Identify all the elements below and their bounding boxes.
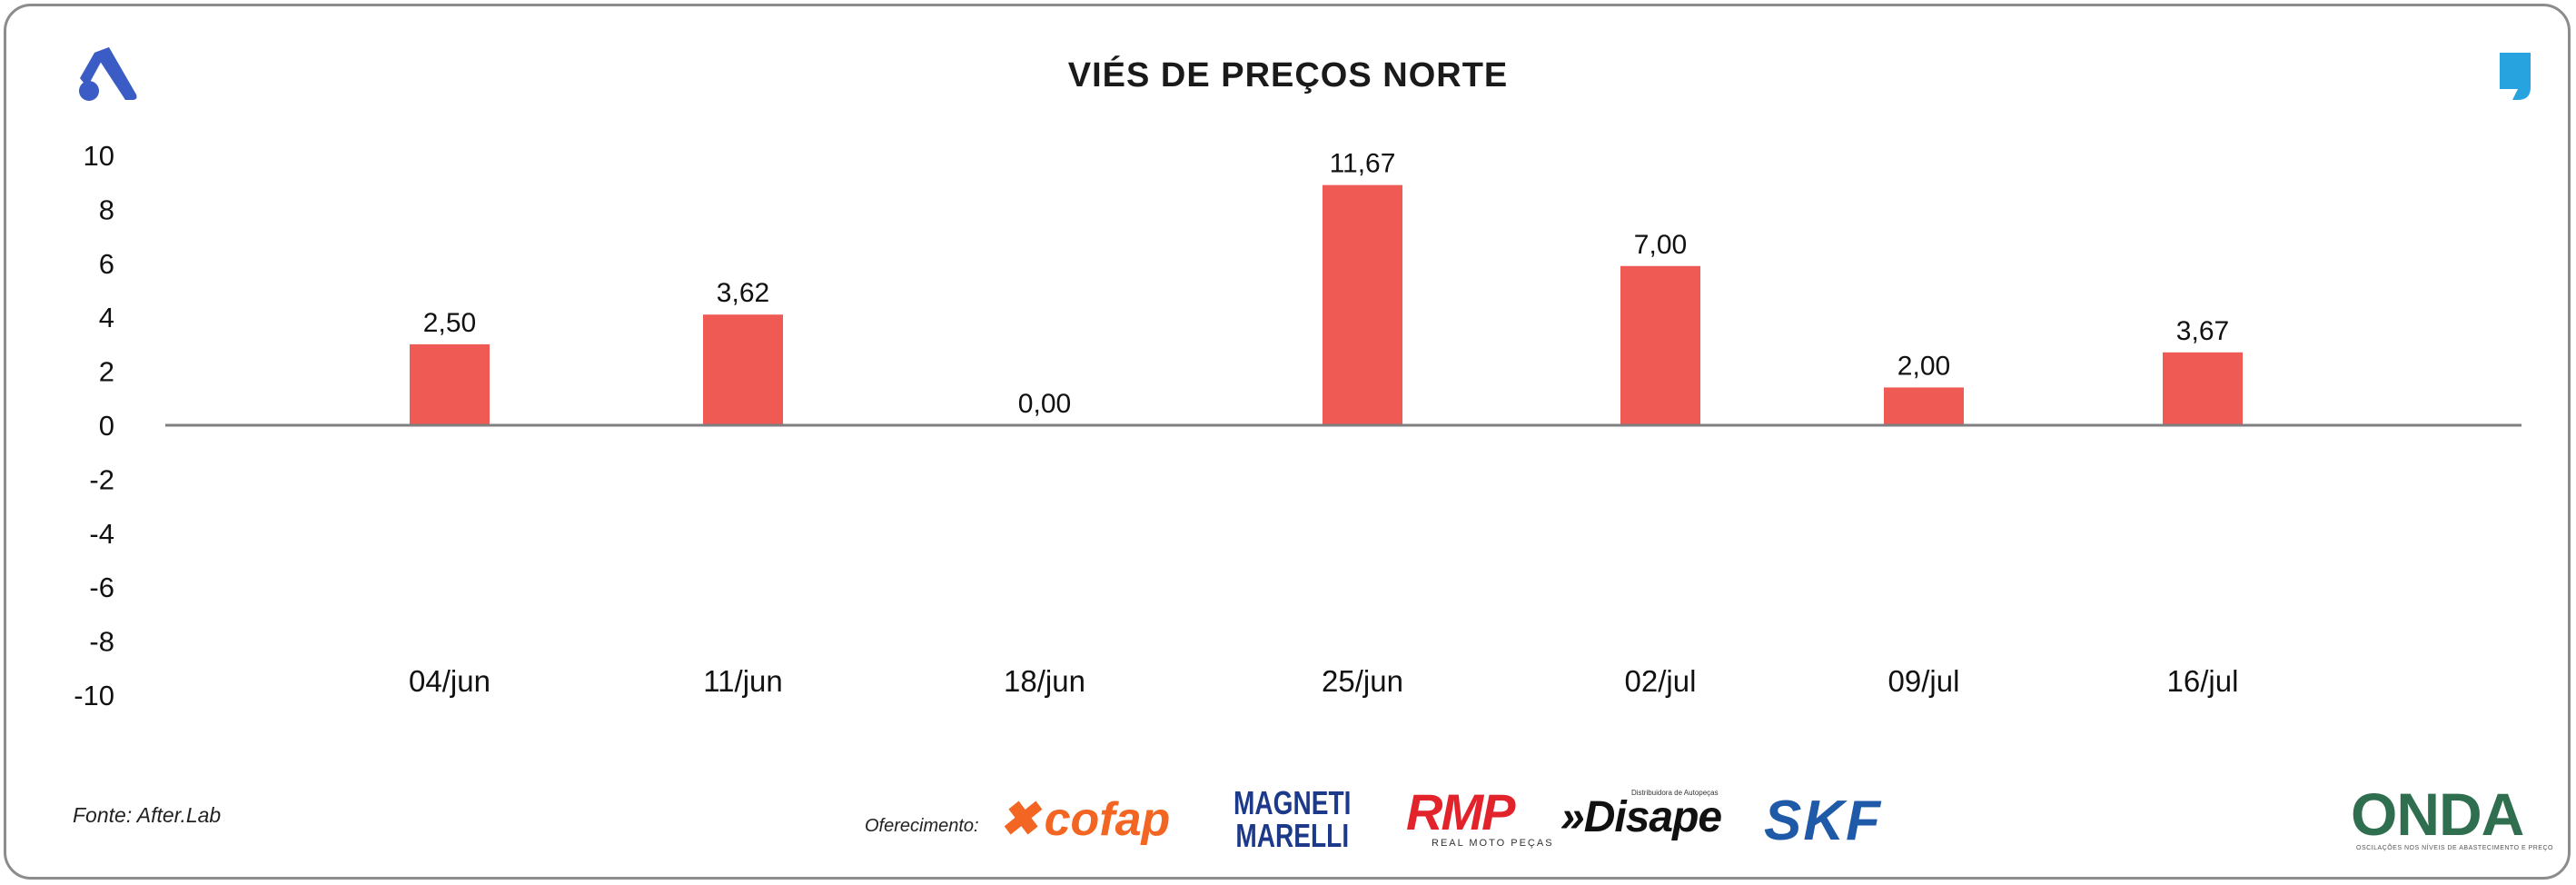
onda-subtitle: OSCILAÇÕES NOS NÍVEIS DE ABASTECIMENTO E… [2356,845,2553,851]
disape-subtitle: Distribuidora de Autopeças [1631,789,1719,797]
data-label: 0,00 [1018,389,1071,419]
y-tick-label: -8 [89,626,114,658]
x-tick-label: 25/jun [1322,664,1403,698]
bars [410,184,2243,426]
cofap-text: cofap [1044,793,1171,846]
y-tick-label: 2 [99,356,114,388]
y-axis-ticks: 10 8 6 4 2 0 -2 -4 -6 -8 -10 [74,140,114,711]
cofap-logo: ✖ cofap [999,792,1170,847]
x-tick-label: 04/jun [409,664,490,698]
data-label: 3,62 [717,278,769,308]
y-tick-label: 6 [99,248,114,280]
disape-text: Disape [1583,793,1722,841]
magneti-marelli-logo: MAGNETI MARELLI [1234,787,1351,852]
brand-a-logo-icon [79,47,137,101]
magneti-text: MAGNETI [1234,784,1352,821]
x-axis-ticks: 04/jun 11/jun 18/jun 25/jun 02/jul 09/jul 16/j… [409,664,2238,698]
cofap-mark-icon: ✖ [999,793,1039,846]
bar [703,314,783,425]
data-label: 3,67 [2176,316,2229,346]
data-label: 11,67 [1330,149,1396,179]
y-tick-label: 4 [99,302,114,333]
data-labels: 2,50 3,62 0,00 11,67 7,00 2,00 3,67 [423,149,2229,419]
rmp-logo: RMP [1406,783,1515,840]
y-tick-label: -6 [89,572,114,603]
y-tick-label: -10 [74,680,114,711]
y-tick-label: 10 [84,140,114,172]
x-tick-label: 11/jun [703,664,782,698]
y-tick-label: -2 [89,463,114,495]
bar [1884,387,1964,425]
sponsor-label: Oferecimento: [865,816,979,836]
disape-logo: »Disape [1560,793,1722,841]
skf-logo: SKF [1764,790,1882,852]
bar [410,343,490,425]
chart-title: VIÉS DE PREÇOS NORTE [1067,56,1509,94]
onda-logo: ONDA [2351,781,2524,848]
bar [1620,265,1700,425]
y-tick-label: 0 [99,410,114,442]
x-tick-label: 02/jul [1625,664,1697,698]
data-label: 7,00 [1634,230,1687,260]
bar [1323,184,1402,426]
data-label: 2,50 [423,308,476,338]
y-tick-label: 8 [99,194,114,225]
data-label: 2,00 [1897,351,1950,381]
quote-mark-icon [2500,53,2531,100]
source-note: Fonte: After.Lab [73,803,222,827]
rmp-subtitle: REAL MOTO PEÇAS [1432,838,1554,849]
x-tick-label: 18/jun [1004,664,1085,698]
marelli-text: MARELLI [1235,817,1350,854]
x-tick-label: 09/jul [1888,664,1960,698]
y-tick-label: -4 [89,518,114,550]
bar [2163,352,2243,425]
chart-card [4,4,2571,880]
x-tick-label: 16/jul [2167,664,2239,698]
